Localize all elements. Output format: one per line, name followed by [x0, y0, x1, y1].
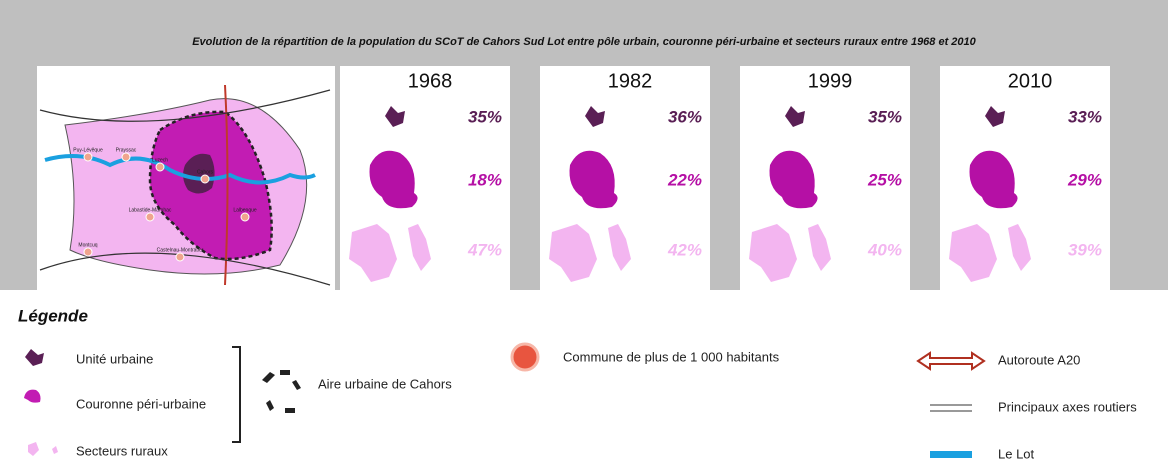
share-label: 40%	[867, 240, 902, 259]
share-label: 25%	[867, 170, 902, 189]
place-label: Labastide-Marnhac	[129, 207, 172, 213]
town-dot	[83, 247, 93, 257]
urban-shape	[785, 106, 805, 127]
legend-label: Secteurs ruraux	[76, 443, 168, 458]
peri-urban-shape	[369, 150, 418, 209]
roads	[39, 89, 331, 286]
legend-urban-area-symbol	[262, 370, 301, 413]
share-label: 29%	[1067, 170, 1102, 189]
motorway	[224, 84, 229, 286]
rural-shape	[949, 224, 1031, 282]
year-label: 1982	[608, 70, 653, 92]
town-dot	[83, 152, 93, 162]
legend-label: Aire urbaine de Cahors	[318, 376, 452, 391]
map	[37, 66, 335, 290]
share-label: 39%	[1068, 240, 1102, 259]
legend-motorway-symbol	[916, 351, 986, 371]
share-label: 36%	[668, 107, 702, 126]
town-dot	[175, 252, 185, 262]
year-label: 1999	[808, 70, 853, 92]
rural-shape	[749, 224, 831, 282]
legend-label: Autoroute A20	[998, 352, 1080, 367]
place-label: Luzech	[152, 157, 168, 163]
place-label: Montcuq	[78, 242, 97, 248]
town-dot	[200, 174, 210, 184]
rural-shape	[549, 224, 631, 282]
share-label: 22%	[667, 170, 702, 189]
rural-shape	[349, 224, 431, 282]
legend-urban	[25, 349, 44, 366]
share-label: 35%	[468, 107, 502, 126]
river	[44, 154, 316, 185]
place-label: Lalbenque	[233, 207, 257, 213]
urban-unit	[183, 153, 215, 194]
peri-urban-shape	[969, 150, 1018, 209]
peri-urban-shape	[769, 150, 818, 209]
town-dot	[240, 212, 250, 222]
legend-label: Le Lot	[998, 446, 1035, 461]
legend-river-symbol	[930, 451, 972, 458]
place-label: Cahors	[197, 169, 214, 175]
peri-urban-shape	[569, 150, 618, 209]
title: Evolution de la répartition de la popula…	[192, 36, 976, 48]
share-label: 33%	[1068, 107, 1102, 126]
urban-shape	[385, 106, 405, 127]
town-dot	[121, 152, 131, 162]
town-dot	[145, 212, 155, 222]
share-label: 18%	[468, 170, 502, 189]
legend-bracket	[232, 346, 241, 443]
place-label: Castelnau-Montratier	[157, 247, 204, 253]
town-dot	[155, 162, 165, 172]
place-label: Prayssac	[116, 147, 137, 153]
share-label: 47%	[467, 240, 502, 259]
legend-periurban	[24, 389, 41, 403]
legend-label: Couronne péri-urbaine	[76, 396, 206, 411]
year-label: 2010	[1008, 70, 1053, 92]
place-label: Puy-Lévêque	[73, 147, 103, 153]
legend-title: Légende	[18, 306, 88, 325]
urban-shape	[585, 106, 605, 127]
legend-label: Unité urbaine	[76, 351, 153, 366]
legend-label: Commune de plus de 1 000 habitants	[563, 349, 780, 364]
share-label: 42%	[667, 240, 702, 259]
urban-shape	[985, 106, 1005, 127]
legend-label: Principaux axes routiers	[998, 399, 1137, 414]
year-label: 1968	[408, 70, 453, 92]
legend-rural	[28, 442, 58, 456]
share-label: 35%	[868, 107, 902, 126]
legend-town-symbol	[510, 342, 540, 372]
legend-road-symbol	[930, 404, 972, 412]
